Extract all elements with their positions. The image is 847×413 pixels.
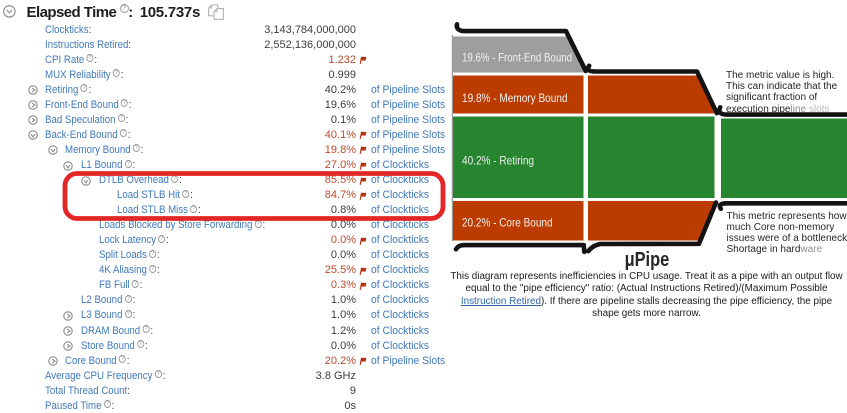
svg-text:20.2% - Core Bound: 20.2% - Core Bound: [462, 216, 553, 230]
svg-text:19.6% - Front-End Bound: 19.6% - Front-End Bound: [462, 51, 572, 65]
svg-text:40.2% - Retiring: 40.2% - Retiring: [462, 154, 534, 168]
svg-text:19.8% - Memory Bound: 19.8% - Memory Bound: [462, 91, 568, 105]
